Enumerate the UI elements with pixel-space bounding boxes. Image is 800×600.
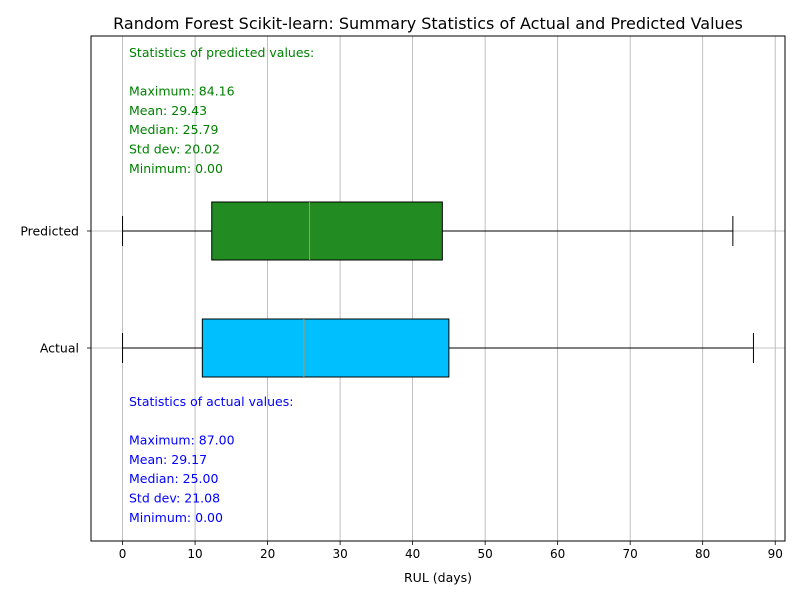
y-tick-label: Actual: [40, 341, 79, 356]
plot-frame: [90, 35, 786, 542]
actual-iqr-box: [201, 318, 450, 378]
actual-box-group: [122, 318, 754, 378]
x-tick-label: 80: [695, 547, 710, 561]
x-tick-label: 70: [623, 547, 638, 561]
actual-stats-annotation: Statistics of actual values: Maximum: 87.…: [129, 394, 293, 525]
actual-stats-annotation-line: Mean: 29.17: [129, 452, 207, 467]
x-axis-label: RUL (days): [404, 570, 472, 585]
actual-stats-annotation-line: Statistics of actual values:: [129, 394, 293, 409]
box-layer: [122, 201, 754, 378]
predicted-iqr-box: [211, 201, 443, 261]
chart-title: Random Forest Scikit-learn: Summary Stat…: [113, 14, 743, 33]
predicted-stats-annotation: Statistics of predicted values: Maximum: …: [129, 45, 314, 176]
axis-layer: 0 10 20 30 40 50 60 70 80 90 Actual Predicted: [20, 224, 783, 562]
actual-stats-annotation-line: Median: 25.00: [129, 471, 218, 486]
predicted-box-group: [122, 201, 734, 261]
x-tick-label: 50: [477, 547, 492, 561]
actual-stats-annotation-line: Std dev: 21.08: [129, 491, 220, 506]
x-tick-label: 40: [405, 547, 420, 561]
predicted-stats-annotation-line: Maximum: 84.16: [129, 84, 235, 99]
predicted-stats-annotation-line: Statistics of predicted values:: [129, 45, 314, 60]
predicted-stats-annotation-line: Std dev: 20.02: [129, 142, 220, 157]
x-tick-label: 60: [550, 547, 565, 561]
x-tick-label: 90: [768, 547, 783, 561]
actual-stats-annotation-line: Minimum: 0.00: [129, 510, 223, 525]
actual-stats-annotation-line: Maximum: 87.00: [129, 433, 235, 448]
x-tick-label: 20: [260, 547, 275, 561]
x-tick-label: 0: [119, 547, 127, 561]
predicted-stats-annotation-line: Median: 25.79: [129, 122, 218, 137]
annotation-layer: Statistics of predicted values: Maximum: …: [129, 45, 314, 525]
predicted-stats-annotation-line: Mean: 29.43: [129, 103, 207, 118]
predicted-stats-annotation-line: Minimum: 0.00: [129, 161, 223, 176]
x-tick-label: 10: [187, 547, 202, 561]
y-tick-label: Predicted: [20, 224, 79, 239]
x-tick-label: 30: [332, 547, 347, 561]
